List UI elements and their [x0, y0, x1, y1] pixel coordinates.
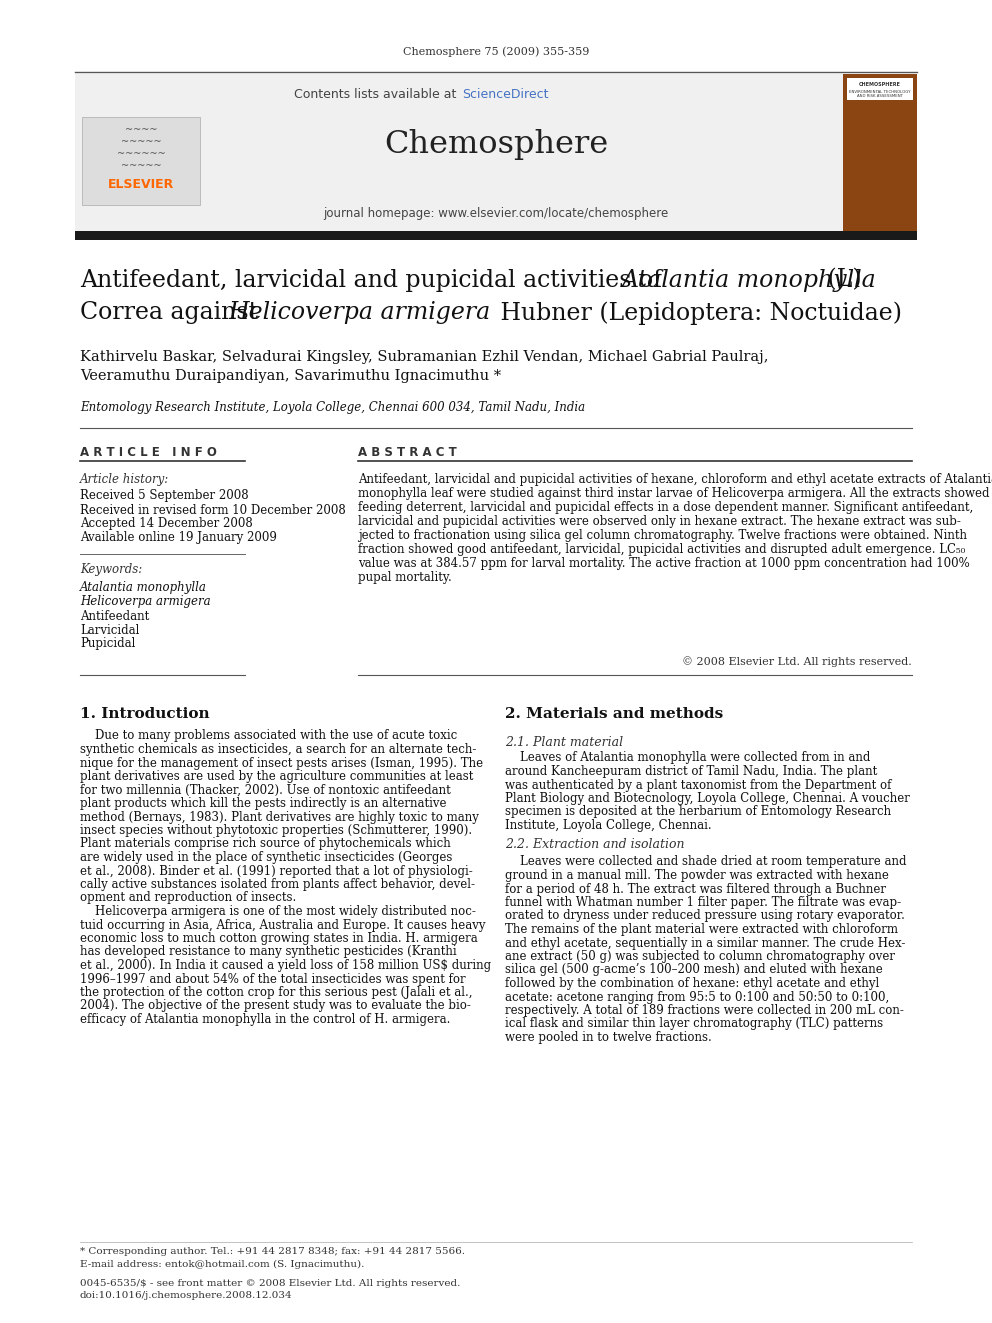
Text: ELSEVIER: ELSEVIER: [108, 179, 175, 192]
Text: Pupicidal: Pupicidal: [80, 638, 135, 651]
Text: ical flask and similar thin layer chromatography (TLC) patterns: ical flask and similar thin layer chroma…: [505, 1017, 883, 1031]
Text: Accepted 14 December 2008: Accepted 14 December 2008: [80, 517, 253, 531]
Text: opment and reproduction of insects.: opment and reproduction of insects.: [80, 892, 297, 905]
Text: specimen is deposited at the herbarium of Entomology Research: specimen is deposited at the herbarium o…: [505, 806, 891, 819]
Text: Hubner (Lepidoptera: Noctuidae): Hubner (Lepidoptera: Noctuidae): [493, 302, 902, 324]
Text: around Kancheepuram district of Tamil Nadu, India. The plant: around Kancheepuram district of Tamil Na…: [505, 765, 877, 778]
Text: ~~~~~: ~~~~~: [121, 161, 162, 171]
Text: has developed resistance to many synthetic pesticides (Kranthi: has developed resistance to many synthet…: [80, 946, 456, 958]
Text: Atalantia monophylla: Atalantia monophylla: [622, 269, 877, 291]
Text: Plant Biology and Biotecnology, Loyola College, Chennai. A voucher: Plant Biology and Biotecnology, Loyola C…: [505, 792, 910, 804]
Text: monophylla leaf were studied against third instar larvae of Helicoverpa armigera: monophylla leaf were studied against thi…: [358, 487, 989, 500]
Text: 2. Materials and methods: 2. Materials and methods: [505, 706, 723, 721]
Text: E-mail address: entok@hotmail.com (S. Ignacimuthu).: E-mail address: entok@hotmail.com (S. Ig…: [80, 1259, 364, 1269]
Text: Institute, Loyola College, Chennai.: Institute, Loyola College, Chennai.: [505, 819, 711, 832]
Text: Leaves were collected and shade dried at room temperature and: Leaves were collected and shade dried at…: [505, 856, 907, 868]
Text: efficacy of Atalantia monophylla in the control of H. armigera.: efficacy of Atalantia monophylla in the …: [80, 1013, 450, 1027]
Text: Helicoverpa armigera is one of the most widely distributed noc-: Helicoverpa armigera is one of the most …: [80, 905, 476, 918]
Text: CHEMOSPHERE: CHEMOSPHERE: [859, 82, 901, 87]
Text: jected to fractionation using silica gel column chromatography. Twelve fractions: jected to fractionation using silica gel…: [358, 529, 967, 542]
Text: cally active substances isolated from plants affect behavior, devel-: cally active substances isolated from pl…: [80, 878, 475, 890]
Text: Antifeedant, larvicidal and pupicidal activities of: Antifeedant, larvicidal and pupicidal ac…: [80, 269, 670, 291]
Text: (L): (L): [820, 269, 862, 291]
Bar: [82, 116, 200, 205]
Text: followed by the combination of hexane: ethyl acetate and ethyl: followed by the combination of hexane: e…: [505, 976, 879, 990]
Text: journal homepage: www.elsevier.com/locate/chemosphere: journal homepage: www.elsevier.com/locat…: [323, 206, 669, 220]
Text: ~~~~: ~~~~: [125, 124, 158, 135]
Text: Chemosphere 75 (2009) 355-359: Chemosphere 75 (2009) 355-359: [403, 46, 589, 57]
Text: method (Bernays, 1983). Plant derivatives are highly toxic to many: method (Bernays, 1983). Plant derivative…: [80, 811, 479, 823]
Bar: [843, 74, 917, 232]
Text: was authenticated by a plant taxonomist from the Department of: was authenticated by a plant taxonomist …: [505, 778, 892, 791]
Text: Antifeedant: Antifeedant: [80, 610, 149, 623]
Text: Correa against: Correa against: [80, 302, 266, 324]
Text: nique for the management of insect pests arises (Isman, 1995). The: nique for the management of insect pests…: [80, 757, 483, 770]
Text: Atalantia monophylla: Atalantia monophylla: [80, 582, 207, 594]
Text: ENVIRONMENTAL TECHNOLOGY
AND RISK ASSESSMENT: ENVIRONMENTAL TECHNOLOGY AND RISK ASSESS…: [849, 90, 911, 98]
Text: et al., 2008). Binder et al. (1991) reported that a lot of physiologi-: et al., 2008). Binder et al. (1991) repo…: [80, 864, 473, 877]
Text: value was at 384.57 ppm for larval mortality. The active fraction at 1000 ppm co: value was at 384.57 ppm for larval morta…: [358, 557, 970, 570]
Text: Helicoverpa armigera: Helicoverpa armigera: [228, 302, 490, 324]
Bar: [75, 232, 917, 239]
Bar: [847, 78, 913, 101]
Text: 2.2. Extraction and isolation: 2.2. Extraction and isolation: [505, 837, 684, 851]
Bar: [75, 74, 917, 232]
Text: 1. Introduction: 1. Introduction: [80, 706, 209, 721]
Text: feeding deterrent, larvicidal and pupicidal effects in a dose dependent manner. : feeding deterrent, larvicidal and pupici…: [358, 501, 973, 515]
Text: Due to many problems associated with the use of acute toxic: Due to many problems associated with the…: [80, 729, 457, 742]
Text: acetate: acetone ranging from 95:5 to 0:100 and 50:50 to 0:100,: acetate: acetone ranging from 95:5 to 0:…: [505, 991, 889, 1004]
Text: Veeramuthu Duraipandiyan, Savarimuthu Ignacimuthu *: Veeramuthu Duraipandiyan, Savarimuthu Ig…: [80, 369, 501, 382]
Text: for a period of 48 h. The extract was filtered through a Buchner: for a period of 48 h. The extract was fi…: [505, 882, 886, 896]
Text: Available online 19 January 2009: Available online 19 January 2009: [80, 532, 277, 545]
Text: © 2008 Elsevier Ltd. All rights reserved.: © 2008 Elsevier Ltd. All rights reserved…: [682, 656, 912, 667]
Text: The remains of the plant material were extracted with chloroform: The remains of the plant material were e…: [505, 923, 898, 935]
Text: Kathirvelu Baskar, Selvadurai Kingsley, Subramanian Ezhil Vendan, Michael Gabria: Kathirvelu Baskar, Selvadurai Kingsley, …: [80, 351, 769, 364]
Text: are widely used in the place of synthetic insecticides (Georges: are widely used in the place of syntheti…: [80, 851, 452, 864]
Text: orated to dryness under reduced pressure using rotary evaporator.: orated to dryness under reduced pressure…: [505, 909, 905, 922]
Text: silica gel (500 g-acme’s 100–200 mesh) and eluted with hexane: silica gel (500 g-acme’s 100–200 mesh) a…: [505, 963, 883, 976]
Text: ~~~~~: ~~~~~: [121, 138, 162, 147]
Text: were pooled in to twelve fractions.: were pooled in to twelve fractions.: [505, 1031, 711, 1044]
Text: fraction showed good antifeedant, larvicidal, pupicidal activities and disrupted: fraction showed good antifeedant, larvic…: [358, 544, 965, 557]
Text: doi:10.1016/j.chemosphere.2008.12.034: doi:10.1016/j.chemosphere.2008.12.034: [80, 1291, 293, 1301]
Text: Helicoverpa armigera: Helicoverpa armigera: [80, 595, 210, 609]
Text: 2.1. Plant material: 2.1. Plant material: [505, 736, 623, 749]
Text: Entomology Research Institute, Loyola College, Chennai 600 034, Tamil Nadu, Indi: Entomology Research Institute, Loyola Co…: [80, 401, 585, 414]
Text: et al., 2000). In India it caused a yield loss of 158 million US$ during: et al., 2000). In India it caused a yiel…: [80, 959, 491, 972]
Text: for two millennia (Thacker, 2002). Use of nontoxic antifeedant: for two millennia (Thacker, 2002). Use o…: [80, 783, 450, 796]
Text: plant products which kill the pests indirectly is an alternative: plant products which kill the pests indi…: [80, 796, 446, 810]
Text: insect species without phytotoxic properties (Schmutterer, 1990).: insect species without phytotoxic proper…: [80, 824, 472, 837]
Text: tuid occurring in Asia, Africa, Australia and Europe. It causes heavy: tuid occurring in Asia, Africa, Australi…: [80, 918, 485, 931]
Text: plant derivatives are used by the agriculture communities at least: plant derivatives are used by the agricu…: [80, 770, 473, 783]
Text: Leaves of Atalantia monophylla were collected from in and: Leaves of Atalantia monophylla were coll…: [505, 751, 870, 765]
Text: 0045-6535/$ - see front matter © 2008 Elsevier Ltd. All rights reserved.: 0045-6535/$ - see front matter © 2008 El…: [80, 1278, 460, 1287]
Text: the protection of the cotton crop for this serious pest (Jalali et al.,: the protection of the cotton crop for th…: [80, 986, 472, 999]
Text: ScienceDirect: ScienceDirect: [462, 89, 549, 102]
Text: Received 5 September 2008: Received 5 September 2008: [80, 490, 249, 503]
Text: Keywords:: Keywords:: [80, 564, 142, 577]
Text: and ethyl acetate, sequentially in a similar manner. The crude Hex-: and ethyl acetate, sequentially in a sim…: [505, 937, 906, 950]
Text: A R T I C L E   I N F O: A R T I C L E I N F O: [80, 446, 217, 459]
Text: Received in revised form 10 December 2008: Received in revised form 10 December 200…: [80, 504, 346, 516]
Text: larvicidal and pupicidal activities were observed only in hexane extract. The he: larvicidal and pupicidal activities were…: [358, 516, 961, 528]
Text: ground in a manual mill. The powder was extracted with hexane: ground in a manual mill. The powder was …: [505, 869, 889, 882]
Text: 1996–1997 and about 54% of the total insecticides was spent for: 1996–1997 and about 54% of the total ins…: [80, 972, 465, 986]
Text: respectively. A total of 189 fractions were collected in 200 mL con-: respectively. A total of 189 fractions w…: [505, 1004, 904, 1017]
Text: Plant materials comprise rich source of phytochemicals which: Plant materials comprise rich source of …: [80, 837, 450, 851]
Text: Larvicidal: Larvicidal: [80, 623, 139, 636]
Text: Contents lists available at: Contents lists available at: [294, 89, 460, 102]
Text: Chemosphere: Chemosphere: [384, 130, 608, 160]
Text: funnel with Whatman number 1 filter paper. The filtrate was evap-: funnel with Whatman number 1 filter pape…: [505, 896, 901, 909]
Text: Article history:: Article history:: [80, 474, 170, 487]
Text: Antifeedant, larvicidal and pupicidal activities of hexane, chloroform and ethyl: Antifeedant, larvicidal and pupicidal ac…: [358, 474, 992, 487]
Text: * Corresponding author. Tel.: +91 44 2817 8348; fax: +91 44 2817 5566.: * Corresponding author. Tel.: +91 44 281…: [80, 1248, 465, 1257]
Text: ane extract (50 g) was subjected to column chromatography over: ane extract (50 g) was subjected to colu…: [505, 950, 895, 963]
Text: 2004). The objective of the present study was to evaluate the bio-: 2004). The objective of the present stud…: [80, 999, 471, 1012]
Text: pupal mortality.: pupal mortality.: [358, 572, 451, 585]
Text: A B S T R A C T: A B S T R A C T: [358, 446, 456, 459]
Text: economic loss to much cotton growing states in India. H. armigera: economic loss to much cotton growing sta…: [80, 931, 478, 945]
Text: ~~~~~~: ~~~~~~: [117, 149, 166, 159]
Text: synthetic chemicals as insecticides, a search for an alternate tech-: synthetic chemicals as insecticides, a s…: [80, 744, 476, 755]
